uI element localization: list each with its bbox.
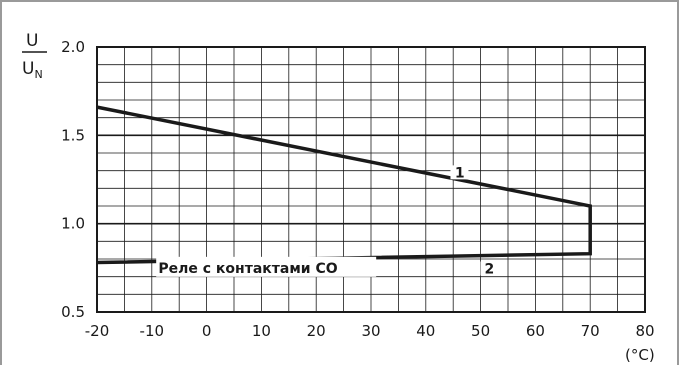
series-2-label-bg xyxy=(480,261,499,276)
relay-annotation: Реле с контактами CO xyxy=(158,261,337,277)
series-2-label: 2 xyxy=(484,262,494,278)
series-line-1 xyxy=(96,105,592,224)
y-axis-label-denominator-sub: N xyxy=(34,68,42,81)
x-tick-label: 40 xyxy=(416,322,435,340)
series-1-label: 1 xyxy=(455,165,465,181)
y-axis-label-denominator-main: U xyxy=(22,59,34,79)
x-tick-label: 0 xyxy=(202,322,212,340)
x-tick-label: -20 xyxy=(85,322,110,340)
y-axis-label: U UN xyxy=(22,31,47,81)
x-axis-label: (°C) xyxy=(625,346,655,364)
axis-tick-labels: -20 -10 0 10 20 30 40 50 60 70 80 0.5 1.0 1.5 2.0 xyxy=(61,38,654,340)
y-tick-label: 2.0 xyxy=(61,38,85,56)
y-axis-label-numerator: U xyxy=(26,31,38,51)
series-1-label-bg xyxy=(450,165,469,180)
y-tick-label: 1.0 xyxy=(61,215,85,233)
x-tick-label: 30 xyxy=(361,322,380,340)
x-tick-label: 50 xyxy=(471,322,490,340)
x-tick-label: 70 xyxy=(581,322,600,340)
x-tick-label: -10 xyxy=(140,322,165,340)
annotation-bg xyxy=(156,256,377,277)
y-axis-label-denominator: UN xyxy=(22,59,43,81)
y-tick-label: 1.5 xyxy=(61,126,85,144)
x-tick-label: 60 xyxy=(526,322,545,340)
x-tick-label: 10 xyxy=(252,322,271,340)
x-tick-label: 80 xyxy=(635,322,654,340)
x-tick-label: 20 xyxy=(307,322,326,340)
annotations: 1 2 Реле с контактами CO xyxy=(156,165,499,278)
y-tick-label: 0.5 xyxy=(61,303,85,321)
